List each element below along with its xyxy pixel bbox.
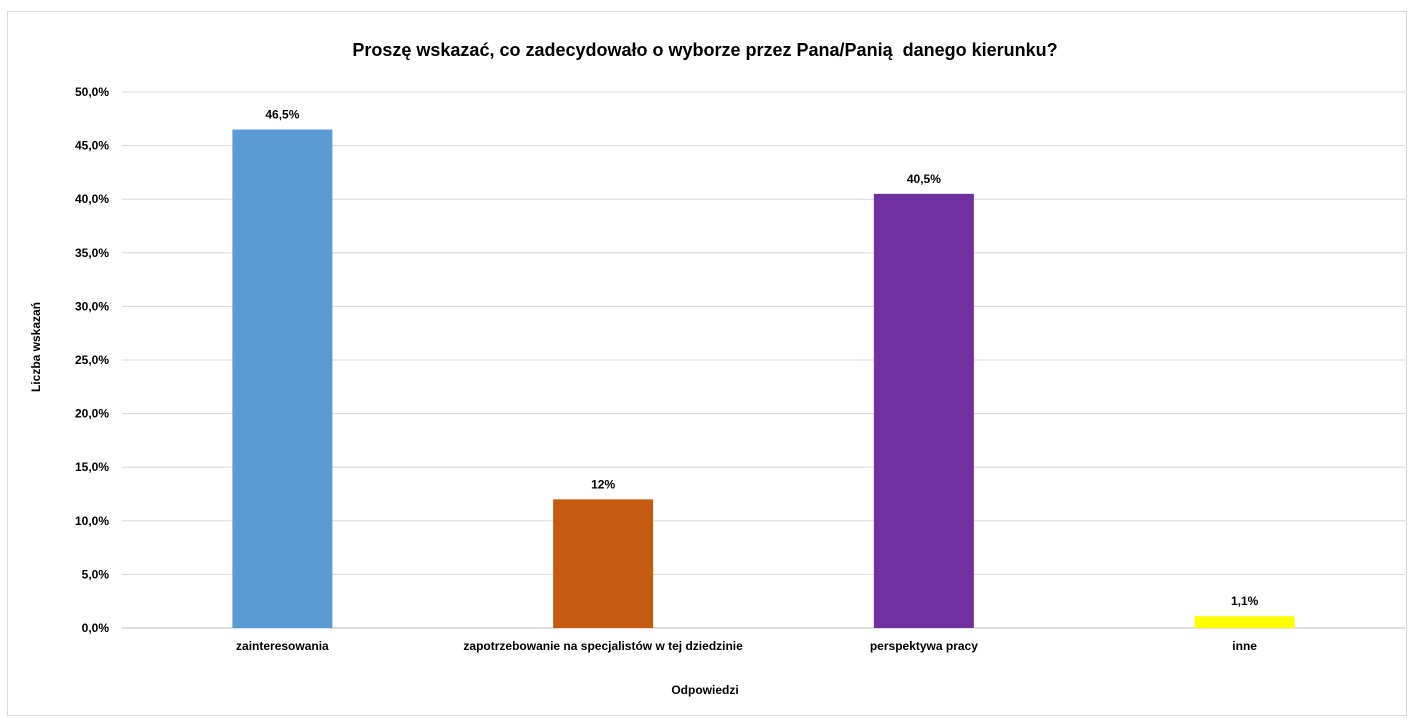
y-tick-label: 40,0% bbox=[75, 192, 109, 206]
y-tick-label: 10,0% bbox=[75, 514, 109, 528]
x-tick-label: inne bbox=[1232, 639, 1257, 653]
y-tick-label: 35,0% bbox=[75, 246, 109, 260]
y-tick-label: 15,0% bbox=[75, 460, 109, 474]
data-label: 40,5% bbox=[907, 172, 941, 186]
x-axis-title: Odpowiedzi bbox=[671, 683, 739, 697]
x-tick-label: zapotrzebowanie na specjalistów w tej dz… bbox=[463, 639, 743, 653]
y-tick-label: 50,0% bbox=[75, 85, 109, 99]
data-label: 46,5% bbox=[265, 108, 299, 122]
chart-title: Proszę wskazać, co zadecydowało o wyborz… bbox=[352, 40, 1058, 60]
y-tick-label: 5,0% bbox=[82, 567, 110, 581]
data-label: 1,1% bbox=[1231, 594, 1259, 608]
y-tick-label: 30,0% bbox=[75, 299, 109, 313]
x-tick-label: perspektywa pracy bbox=[870, 639, 978, 653]
data-label: 12% bbox=[591, 477, 615, 491]
y-tick-label: 25,0% bbox=[75, 353, 109, 367]
bar bbox=[873, 193, 974, 628]
y-tick-label: 0,0% bbox=[82, 621, 110, 635]
y-tick-label: 45,0% bbox=[75, 139, 109, 153]
x-tick-label: zainteresowania bbox=[236, 639, 329, 653]
bar bbox=[553, 499, 654, 628]
bar bbox=[1194, 616, 1295, 628]
bar bbox=[232, 129, 333, 628]
y-tick-label: 20,0% bbox=[75, 407, 109, 421]
